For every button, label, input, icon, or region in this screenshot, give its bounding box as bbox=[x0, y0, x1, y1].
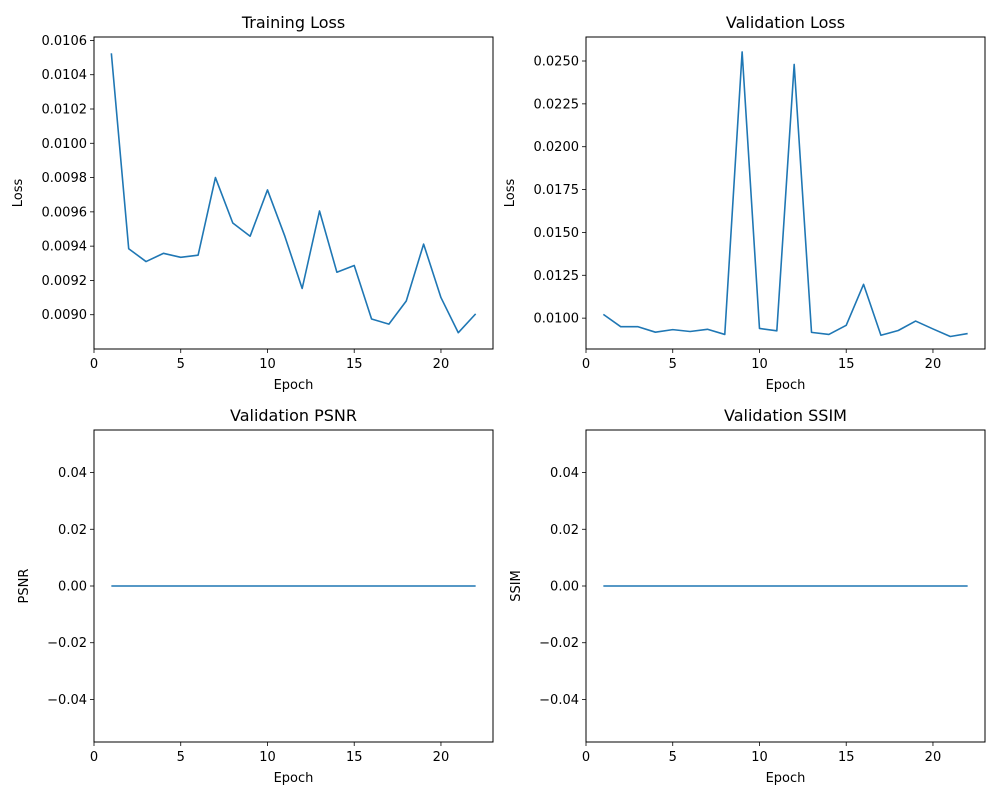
validation-loss-y-tick-label: 0.0225 bbox=[534, 97, 580, 112]
validation-ssim-x-tick-label: 5 bbox=[669, 750, 677, 765]
training-loss-y-tick-label: 0.0102 bbox=[42, 103, 88, 118]
validation-ssim-x-tick-label: 20 bbox=[925, 750, 942, 765]
training-loss-x-tick-label: 5 bbox=[177, 357, 185, 372]
training-loss-title: Training Loss bbox=[241, 13, 345, 32]
validation-ssim-x-tick-label: 0 bbox=[582, 750, 590, 765]
training-loss-y-tick-label: 0.0092 bbox=[42, 274, 88, 289]
training-loss-chart: 0 5 10 15 20 0.0090 0.0092 0.0094 0.0096 0.0098 0.… bbox=[11, 13, 494, 393]
validation-psnr-x-tick-label: 0 bbox=[90, 750, 98, 765]
validation-psnr-title: Validation PSNR bbox=[230, 406, 357, 425]
validation-loss-y-tick-label: 0.0250 bbox=[534, 55, 580, 70]
validation-psnr-x-tick-label: 5 bbox=[177, 750, 185, 765]
validation-psnr-y-tick-label: 0.02 bbox=[58, 523, 87, 538]
training-loss-y-axis-label: Loss bbox=[11, 179, 26, 208]
validation-ssim-chart: 0 5 10 15 20 −0.04 −0.02 0.00 0.02 0.04 Validation… bbox=[509, 406, 986, 786]
validation-loss-x-tick-label: 0 bbox=[582, 357, 590, 372]
validation-loss-x-tick-label: 10 bbox=[751, 357, 768, 372]
validation-loss-y-tick-label: 0.0100 bbox=[534, 312, 580, 327]
validation-loss-x-tick-label: 15 bbox=[838, 357, 855, 372]
training-loss-x-tick-label: 20 bbox=[433, 357, 450, 372]
training-loss-y-tick-label: 0.0106 bbox=[42, 34, 88, 49]
validation-psnr-x-axis-label: Epoch bbox=[274, 771, 314, 786]
validation-ssim-y-tick-label: 0.00 bbox=[550, 580, 579, 595]
validation-loss-title: Validation Loss bbox=[726, 13, 845, 32]
validation-psnr-y-tick-label: −0.02 bbox=[47, 636, 87, 651]
training-loss-y-tick-label: 0.0094 bbox=[42, 240, 88, 255]
validation-ssim-y-tick-label: 0.02 bbox=[550, 523, 579, 538]
training-loss-series-line bbox=[110, 53, 477, 334]
training-loss-y-tick-label: 0.0100 bbox=[42, 137, 88, 152]
validation-loss-chart: 0 5 10 15 20 0.0100 0.0125 0.0150 0.0175 0.0200 0.… bbox=[503, 13, 986, 393]
training-loss-y-tick-label: 0.0096 bbox=[42, 205, 88, 220]
validation-ssim-y-tick-label: 0.04 bbox=[550, 466, 579, 481]
training-loss-y-tick-label: 0.0090 bbox=[42, 308, 88, 323]
validation-ssim-x-axis-label: Epoch bbox=[766, 771, 806, 786]
validation-ssim-x-tick-label: 15 bbox=[838, 750, 855, 765]
validation-loss-y-tick-label: 0.0200 bbox=[534, 140, 580, 155]
validation-psnr-x-tick-label: 10 bbox=[259, 750, 276, 765]
validation-psnr-y-tick-label: 0.00 bbox=[58, 580, 87, 595]
validation-loss-x-tick-label: 20 bbox=[925, 357, 942, 372]
validation-ssim-y-tick-label: −0.02 bbox=[539, 636, 579, 651]
validation-loss-y-axis-label: Loss bbox=[503, 179, 518, 208]
validation-psnr-chart: 0 5 10 15 20 −0.04 −0.02 0.00 0.02 0.04 Validation… bbox=[17, 406, 494, 786]
validation-ssim-x-tick-label: 10 bbox=[751, 750, 768, 765]
training-loss-y-tick-label: 0.0104 bbox=[42, 68, 88, 83]
validation-ssim-title: Validation SSIM bbox=[724, 406, 847, 425]
validation-ssim-y-tick-label: −0.04 bbox=[539, 693, 579, 708]
validation-loss-y-tick-label: 0.0150 bbox=[534, 226, 580, 241]
validation-loss-x-tick-label: 5 bbox=[669, 357, 677, 372]
validation-psnr-x-tick-label: 20 bbox=[433, 750, 450, 765]
training-loss-axes-frame bbox=[93, 36, 494, 350]
validation-loss-y-tick-label: 0.0175 bbox=[534, 183, 580, 198]
training-loss-x-tick-label: 0 bbox=[90, 357, 98, 372]
validation-loss-series-line bbox=[602, 51, 968, 338]
validation-psnr-y-tick-label: 0.04 bbox=[58, 466, 87, 481]
validation-psnr-y-tick-label: −0.04 bbox=[47, 693, 87, 708]
training-loss-x-tick-label: 10 bbox=[259, 357, 276, 372]
training-loss-x-axis-label: Epoch bbox=[274, 378, 314, 393]
validation-loss-x-axis-label: Epoch bbox=[766, 378, 806, 393]
validation-ssim-y-axis-label: SSIM bbox=[509, 570, 524, 602]
training-loss-x-tick-label: 15 bbox=[346, 357, 363, 372]
validation-loss-y-tick-label: 0.0125 bbox=[534, 269, 580, 284]
validation-loss-axes-frame bbox=[585, 36, 986, 350]
validation-psnr-y-axis-label: PSNR bbox=[17, 569, 32, 604]
validation-psnr-x-tick-label: 15 bbox=[346, 750, 363, 765]
training-loss-y-tick-label: 0.0098 bbox=[42, 171, 88, 186]
